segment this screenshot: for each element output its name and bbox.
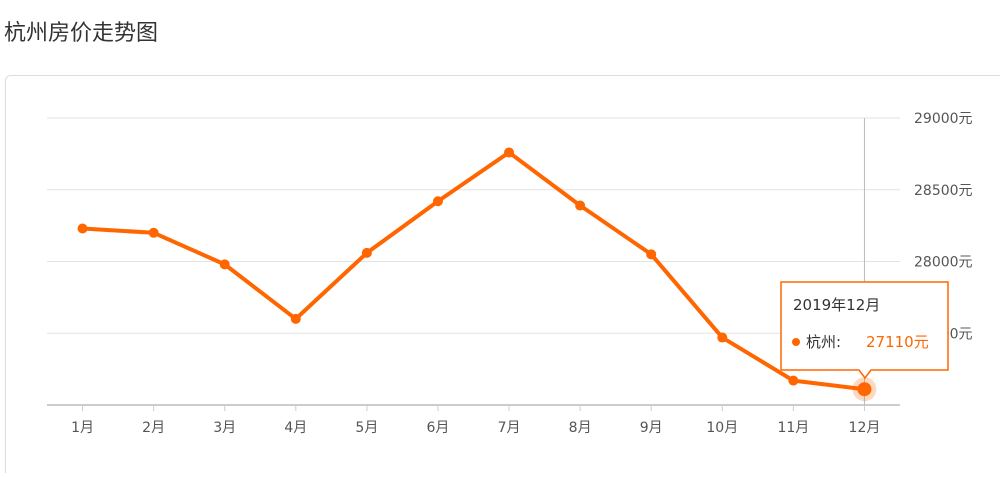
- x-tick-label: 12月: [849, 420, 881, 436]
- point: [575, 201, 585, 211]
- chart-title: 杭州房价走势图: [4, 21, 158, 46]
- point: [646, 249, 656, 259]
- x-tick-label: 11月: [777, 420, 809, 436]
- x-tick-label: 2月: [142, 420, 165, 436]
- point: [220, 259, 230, 269]
- x-tick-label: 9月: [640, 420, 663, 436]
- panel: [6, 76, 1000, 474]
- x-tick-label: 7月: [498, 420, 521, 436]
- point: [362, 248, 372, 258]
- x-tick-label: 3月: [213, 420, 236, 436]
- x-tick-label: 8月: [569, 420, 592, 436]
- y-tick-label: 28500元: [914, 183, 973, 199]
- point: [433, 196, 443, 206]
- tooltip-label: 杭州:: [806, 333, 841, 351]
- y-tick-label: 29000元: [914, 111, 973, 127]
- x-tick-label: 6月: [426, 420, 449, 436]
- x-tick-label: 10月: [706, 420, 738, 436]
- point: [504, 147, 514, 157]
- line: [83, 152, 865, 389]
- point: [857, 382, 871, 396]
- tooltip-dot: [792, 338, 800, 346]
- tooltip-value: 27110元: [866, 333, 929, 351]
- y-tick-label: 28000元: [914, 255, 973, 271]
- x-tick-label: 1月: [71, 420, 94, 436]
- x-tick-label: 5月: [355, 420, 378, 436]
- point: [788, 376, 798, 386]
- point: [291, 314, 301, 324]
- point: [717, 333, 727, 343]
- point: [149, 228, 159, 238]
- point: [78, 223, 88, 233]
- x-tick-label: 4月: [284, 420, 307, 436]
- tooltip-title: 2019年12月: [793, 296, 880, 314]
